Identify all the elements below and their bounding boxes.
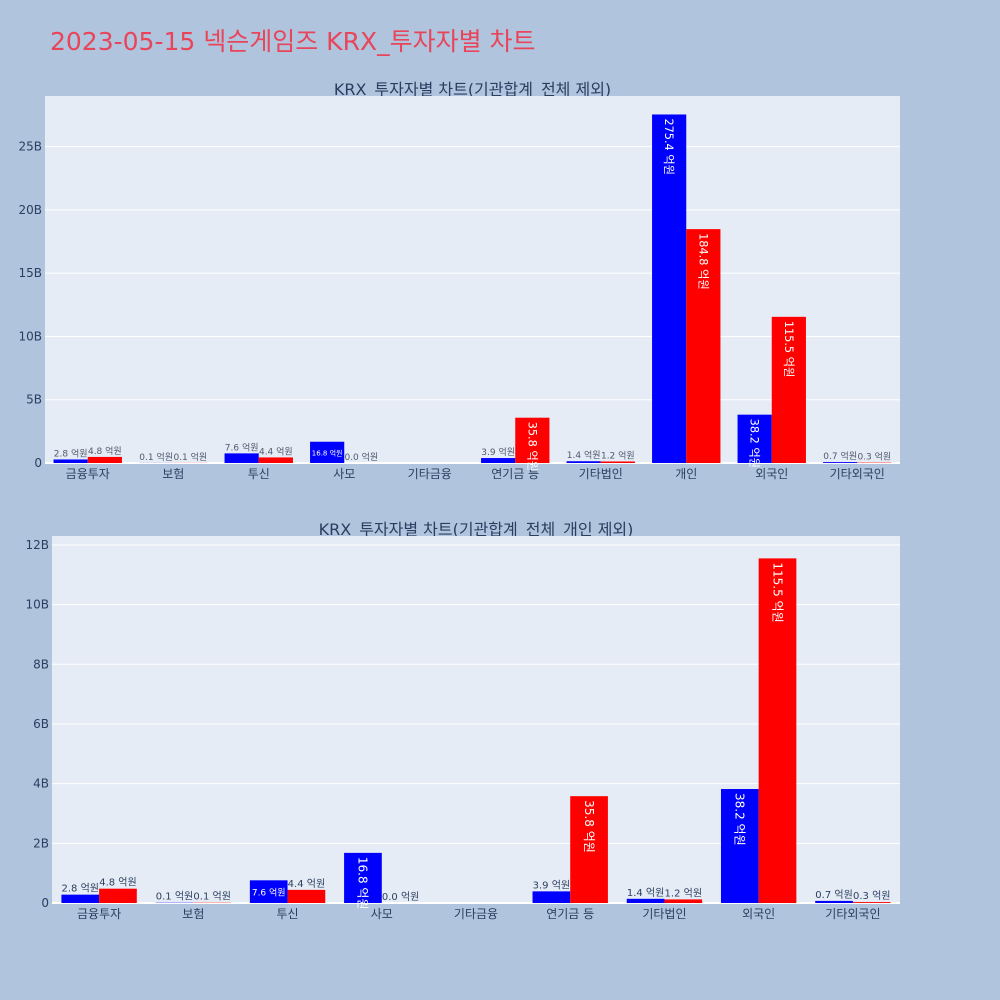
bar-buy — [532, 891, 571, 903]
x-tick-label: 투신 — [248, 467, 270, 481]
data-label: 0.7 억원 — [823, 450, 857, 462]
bar-sell — [758, 558, 797, 903]
x-tick-label: 연기금 등 — [491, 467, 539, 481]
x-tick-label: 연기금 등 — [546, 907, 594, 921]
data-label: 0.0 억원 — [344, 451, 378, 463]
bar-buy — [249, 880, 288, 903]
bar-sell — [570, 796, 608, 903]
y-tick-label: 4B — [33, 777, 49, 791]
bar-buy — [481, 458, 516, 463]
data-label: 115.5 억원 — [782, 321, 796, 378]
y-tick-label: 12B — [25, 538, 49, 552]
chart-excluding-individuals: KRX_투자자별 차트(기관합계_전체_개인 제외) 0 2B 4B 6B 8B 10B 12… — [25, 520, 900, 921]
data-label: 0.1 억원 — [139, 451, 173, 463]
bar-sell — [852, 902, 891, 903]
x-tick-label: 기타외국인 — [825, 907, 880, 921]
data-label: 115.5 억원 — [770, 562, 784, 622]
x-tick-label: 사모 — [333, 467, 355, 481]
bar-sell — [87, 456, 122, 463]
x-tick-label: 외국인 — [755, 467, 788, 481]
data-label: 0.3 억원 — [857, 451, 891, 463]
chart-title: KRX_투자자별 차트(기관합계_전체_개인 제외) — [319, 520, 634, 540]
bar-buy — [626, 898, 665, 903]
chart-title: KRX_투자자별 차트(기관합계_전체 제외) — [334, 80, 611, 100]
data-label: 4.8 억원 — [88, 445, 122, 457]
data-label: 3.9 억원 — [533, 879, 570, 891]
y-tick-label: 0 — [41, 896, 49, 910]
chart-all-investors: KRX_투자자별 차트(기관합계_전체 제외) 0 5B 10B 15B 20B 25B 금융… — [18, 80, 900, 481]
data-label: 1.2 억원 — [665, 887, 702, 899]
data-label: 4.4 억원 — [288, 878, 325, 890]
data-label: 184.8 억원 — [696, 233, 710, 290]
data-label: 38.2 억원 — [748, 419, 762, 468]
y-tick-label: 2B — [33, 836, 49, 850]
plot-area — [45, 96, 900, 463]
bar-sell — [515, 417, 550, 463]
x-tick-label: 보험 — [162, 467, 184, 481]
data-label: 1.4 억원 — [567, 449, 601, 461]
bar-buy — [720, 789, 759, 903]
data-label: 0.1 억원 — [173, 451, 207, 463]
data-label: 2.8 억원 — [54, 447, 88, 459]
x-tick-label: 기타법인 — [642, 907, 686, 921]
data-label: 0.1 억원 — [193, 891, 230, 903]
data-label: 1.4 억원 — [627, 887, 664, 899]
data-label: 0.0 억원 — [382, 891, 419, 903]
x-tick-label: 기타금융 — [408, 467, 452, 481]
data-label: 0.1 억원 — [156, 891, 193, 903]
y-tick-label: 6B — [33, 717, 49, 731]
bar-sell — [99, 888, 137, 903]
data-label: 2.8 억원 — [62, 883, 99, 895]
bar-sell — [600, 461, 635, 463]
x-tick-label: 기타외국인 — [830, 467, 885, 481]
y-tick-label: 5B — [26, 393, 42, 407]
data-label: 3.9 억원 — [481, 446, 515, 458]
bar-buy — [823, 462, 858, 463]
x-tick-label: 금융투자 — [66, 467, 110, 481]
x-tick-label: 보험 — [182, 907, 204, 921]
bar-buy — [310, 441, 345, 463]
data-label: 1.2 억원 — [601, 449, 635, 461]
data-label: 4.8 억원 — [99, 877, 136, 889]
bar-buy — [815, 900, 853, 903]
data-label: 16.8 억원 — [312, 448, 343, 457]
y-tick-label: 25B — [18, 140, 42, 154]
bar-buy — [61, 894, 100, 903]
bar-buy — [652, 114, 687, 463]
bar-buy — [53, 459, 88, 463]
y-tick-label: 15B — [18, 266, 42, 280]
bar-buy — [737, 414, 772, 463]
data-label: 35.8 억원 — [525, 422, 539, 471]
data-label: 35.8 억원 — [582, 800, 596, 853]
data-label: 0.3 억원 — [853, 890, 890, 902]
data-label: 0.7 억원 — [815, 889, 852, 901]
bar-sell — [664, 899, 703, 903]
bar-buy — [344, 852, 382, 903]
y-tick-label: 20B — [18, 203, 42, 217]
data-label: 16.8 억원 — [356, 857, 370, 910]
bar-sell — [771, 316, 806, 463]
y-tick-label: 8B — [33, 657, 49, 671]
data-label: 7.6 억원 — [225, 441, 259, 453]
x-tick-label: 개인 — [675, 467, 697, 481]
bar-buy — [566, 461, 601, 463]
y-tick-label: 0 — [34, 456, 42, 470]
y-tick-label: 10B — [25, 598, 49, 612]
bar-sell — [287, 889, 326, 903]
bar-buy — [224, 453, 259, 463]
x-tick-label: 투신 — [277, 907, 299, 921]
x-tick-label: 기타금융 — [454, 907, 498, 921]
data-label: 4.4 억원 — [259, 445, 293, 457]
page-title: 2023-05-15 넥슨게임즈 KRX_투자자별 차트 — [50, 27, 536, 56]
data-label: 38.2 억원 — [733, 793, 747, 846]
bar-sell — [686, 229, 721, 463]
x-tick-label: 외국인 — [742, 907, 775, 921]
x-tick-label: 기타법인 — [579, 467, 623, 481]
x-tick-label: 금융투자 — [77, 907, 121, 921]
data-label: 275.4 억원 — [662, 118, 676, 175]
y-tick-label: 10B — [18, 329, 42, 343]
data-label: 7.6 억원 — [252, 887, 286, 899]
bar-sell — [258, 457, 293, 463]
x-tick-label: 사모 — [371, 907, 393, 921]
